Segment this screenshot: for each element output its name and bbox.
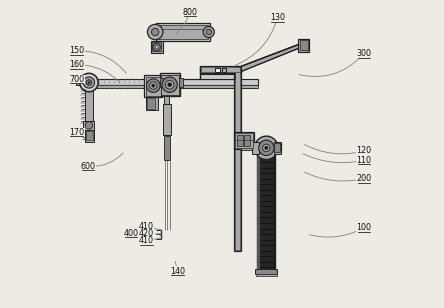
Text: 400: 400 [123, 229, 139, 238]
Text: 300: 300 [356, 49, 371, 59]
Bar [179, 78, 182, 87]
Bar [258, 148, 275, 271]
Circle shape [165, 80, 174, 89]
Circle shape [152, 84, 155, 87]
Bar [85, 88, 93, 123]
Bar [242, 146, 258, 150]
Bar [86, 131, 93, 140]
Bar [237, 135, 243, 146]
Bar [235, 67, 240, 250]
Circle shape [147, 79, 160, 92]
Circle shape [162, 77, 177, 92]
Bar [222, 68, 226, 72]
Bar [144, 75, 162, 97]
Bar [83, 121, 95, 130]
Bar [200, 66, 242, 73]
Circle shape [86, 80, 92, 85]
Bar [258, 149, 260, 269]
Text: 410: 410 [139, 222, 154, 231]
Text: 200: 200 [356, 174, 371, 183]
Text: 800: 800 [182, 8, 197, 17]
Text: 150: 150 [69, 46, 84, 55]
Polygon shape [242, 43, 302, 71]
Bar [160, 73, 180, 96]
Text: 700: 700 [69, 75, 84, 84]
Circle shape [265, 146, 268, 149]
Bar [152, 42, 161, 51]
Bar [156, 23, 210, 41]
Bar [234, 66, 241, 251]
Bar [85, 130, 94, 142]
Circle shape [206, 29, 211, 35]
Circle shape [85, 122, 93, 129]
Bar [200, 74, 235, 79]
Circle shape [168, 83, 171, 87]
Bar [215, 68, 219, 72]
Text: 140: 140 [170, 266, 185, 276]
Circle shape [80, 73, 98, 92]
Bar [258, 149, 274, 270]
Text: 160: 160 [69, 60, 84, 69]
Bar [298, 39, 309, 52]
Bar [274, 143, 280, 152]
Text: 110: 110 [356, 156, 371, 165]
Text: 130: 130 [270, 13, 285, 22]
Bar [164, 136, 170, 160]
Text: 100: 100 [356, 223, 371, 233]
Bar [163, 104, 171, 135]
Bar [75, 80, 89, 85]
Circle shape [88, 82, 90, 83]
Circle shape [151, 28, 159, 36]
Circle shape [263, 144, 270, 152]
Circle shape [147, 24, 163, 40]
Bar [157, 25, 208, 39]
Circle shape [203, 26, 214, 38]
Bar [255, 269, 278, 274]
Bar [300, 40, 308, 50]
Bar [146, 77, 161, 96]
Text: 120: 120 [356, 146, 371, 156]
Circle shape [150, 82, 157, 89]
Bar [87, 79, 258, 85]
Bar [235, 133, 254, 148]
Bar [147, 98, 155, 109]
Bar [244, 135, 250, 146]
Bar [202, 67, 241, 72]
Bar [256, 274, 277, 276]
Circle shape [153, 43, 160, 51]
Bar [274, 142, 281, 154]
Bar [164, 96, 169, 104]
Bar [146, 97, 158, 110]
Circle shape [155, 46, 158, 49]
Bar [161, 75, 178, 95]
Bar [151, 41, 163, 53]
Text: 410: 410 [139, 236, 154, 245]
Circle shape [83, 77, 95, 88]
Circle shape [259, 140, 274, 156]
Bar [252, 142, 259, 154]
Circle shape [255, 136, 278, 160]
Text: 170: 170 [69, 128, 84, 137]
Bar [160, 78, 163, 87]
Bar [87, 85, 258, 88]
Bar [234, 132, 254, 149]
Text: 420: 420 [139, 229, 154, 238]
Text: 600: 600 [80, 162, 95, 171]
